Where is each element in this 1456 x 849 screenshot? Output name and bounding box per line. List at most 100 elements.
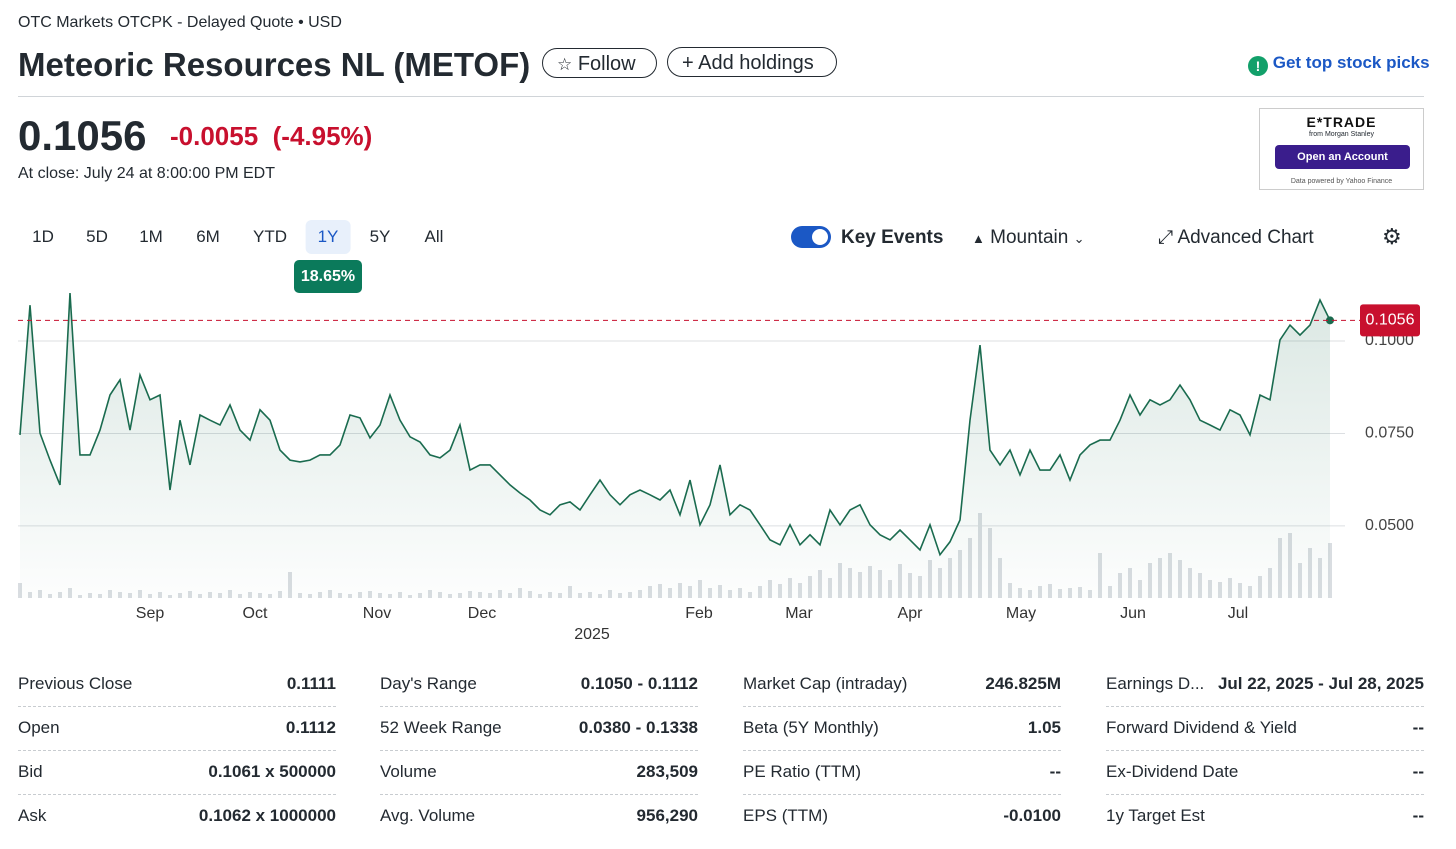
x-tick-label: Oct: [243, 605, 268, 622]
stat-row: Ex-Dividend Date --: [1106, 751, 1424, 795]
stat-value: 0.1111: [286, 674, 336, 693]
ad-sub: from Morgan Stanley: [1309, 131, 1374, 138]
top-picks-label: Get top stock picks: [1272, 53, 1430, 72]
stat-value: Jul 22, 2025 - Jul 28, 2025: [1217, 674, 1424, 693]
title: Meteoric Resources NL (METOF): [18, 46, 531, 83]
stat-row: Beta (5Y Monthly) 1.05: [743, 707, 1061, 751]
range-button[interactable]: 5D: [86, 227, 108, 246]
top-picks-link[interactable]: ! Get top stock picks: [1248, 53, 1430, 76]
ad-box[interactable]: E*TRADE from Morgan Stanley Open an Acco…: [1259, 108, 1424, 190]
stat-value: 0.1050 - 0.1112: [580, 674, 698, 693]
x-tick-label: Feb: [685, 605, 713, 622]
exchange: OTC Markets OTCPK - Delayed Quote • USD: [18, 14, 342, 31]
stat-row: Avg. Volume 956,290: [380, 795, 698, 839]
stat-value: 1.05: [1027, 718, 1061, 737]
x-year-label: 2025: [574, 626, 610, 643]
range-button[interactable]: 1D: [32, 227, 54, 246]
stat-value: 0.1061 x 500000: [208, 762, 336, 781]
stat-label: EPS (TTM): [743, 806, 828, 825]
add-holdings-label: Add holdings: [698, 52, 814, 74]
stat-label: Forward Dividend & Yield: [1106, 718, 1297, 737]
chart: 0.0500 0.0750 0.1000 Sep Oct Nov Dec Feb Mar Apr M…: [18, 292, 1420, 643]
y-tick-label: 0.0750: [1365, 425, 1414, 442]
stat-label: Beta (5Y Monthly): [743, 718, 879, 737]
last-point: [1326, 316, 1334, 325]
follow-button[interactable]: ☆ Follow: [542, 48, 657, 78]
stat-row: PE Ratio (TTM) --: [743, 751, 1061, 795]
settings-icon[interactable]: ⚙: [1382, 224, 1402, 249]
stat-label: 52 Week Range: [380, 718, 502, 737]
range-button[interactable]: 1M: [139, 227, 163, 246]
stat-label: Open: [18, 718, 60, 737]
stat-label: Avg. Volume: [380, 806, 476, 825]
stat-label: Ex-Dividend Date: [1106, 762, 1239, 781]
stat-value: 283,509: [636, 762, 698, 781]
stat-label: Previous Close: [18, 674, 133, 693]
stat-row: Open 0.1112: [18, 707, 336, 751]
stat-value: 0.0380 - 0.1338: [578, 718, 698, 737]
stat-row: Forward Dividend & Yield --: [1106, 707, 1424, 751]
y-tick-label: 0.0500: [1365, 517, 1414, 534]
chart-type-menu[interactable]: ▲ Mountain ⌄: [972, 227, 1085, 248]
price: 0.1056: [18, 112, 147, 159]
add-holdings-button[interactable]: + Add holdings: [667, 47, 837, 77]
price-line: [19, 292, 1331, 557]
stat-value: --: [1412, 718, 1424, 737]
x-tick-label: Jun: [1120, 605, 1146, 622]
stat-value: -0.0100: [1003, 806, 1061, 825]
stat-label: 1y Target Est: [1106, 806, 1205, 825]
x-tick-label: Nov: [363, 605, 391, 622]
stat-value: 956,290: [636, 806, 698, 825]
stat-value: --: [1412, 806, 1424, 825]
divider: [18, 96, 1424, 97]
key-events-toggle[interactable]: [791, 226, 831, 248]
stat-value: 246.825M: [985, 674, 1061, 693]
range-button[interactable]: 5Y: [369, 227, 391, 246]
stat-row: Day's Range 0.1050 - 0.1112: [380, 663, 698, 707]
y-tick-label: 0.1000: [1365, 332, 1414, 349]
x-tick-label: Mar: [785, 605, 813, 622]
stat-row: Earnings D... Jul 22, 2025 - Jul 28, 2025: [1106, 663, 1424, 707]
stat-label: Day's Range: [380, 674, 477, 693]
stat-row: Ask 0.1062 x 1000000: [18, 795, 336, 839]
last-price-tag: [1360, 304, 1420, 337]
change-value: -0.0055: [170, 121, 259, 151]
chart-type-label: Mountain: [990, 227, 1069, 248]
last-price-label: 0.1056: [1366, 312, 1415, 329]
stat-value: --: [1049, 762, 1061, 781]
ad-cta[interactable]: Open an Account: [1275, 145, 1410, 169]
stat-row: Bid 0.1061 x 500000: [18, 751, 336, 795]
area-fill: [20, 293, 1330, 598]
x-tick-label: Sep: [136, 605, 165, 622]
ad-note: Data powered by Yahoo Finance: [1290, 178, 1393, 185]
range-button[interactable]: 6M: [196, 227, 220, 246]
advanced-chart-label: Advanced Chart: [1177, 227, 1314, 248]
key-events-label[interactable]: Key Events: [841, 227, 944, 248]
follow-label: Follow: [577, 53, 636, 75]
stat-row: EPS (TTM) -0.0100: [743, 795, 1061, 839]
advanced-chart-link[interactable]: ⤢ Advanced Chart: [1158, 227, 1314, 248]
stat-value: 0.1112: [285, 718, 336, 737]
range-button[interactable]: YTD: [253, 227, 287, 246]
x-tick-label: May: [1006, 605, 1036, 622]
stat-label: Earnings D...: [1106, 674, 1205, 693]
ad-brand: E*TRADE: [1306, 114, 1377, 130]
x-tick-label: Apr: [898, 605, 924, 622]
stat-row: Market Cap (intraday) 246.825M: [743, 663, 1061, 707]
stat-label: Volume: [380, 762, 437, 781]
x-tick-label: Jul: [1228, 605, 1248, 622]
stat-label: Bid: [18, 762, 43, 781]
stat-label: PE Ratio (TTM): [743, 762, 862, 781]
change: -0.0055 (-4.95%): [170, 121, 372, 152]
range-button[interactable]: All: [424, 227, 444, 246]
close-time: At close: July 24 at 8:00:00 PM EDT: [18, 165, 276, 182]
x-tick-label: Dec: [468, 605, 496, 622]
range-button[interactable]: 1Y: [305, 220, 351, 254]
stat-label: Market Cap (intraday): [743, 674, 908, 693]
stat-value: 0.1062 x 1000000: [198, 806, 336, 825]
stat-row: 1y Target Est --: [1106, 795, 1424, 839]
stat-row: Previous Close 0.1111: [18, 663, 336, 707]
range-change-badge: 18.65%: [294, 260, 362, 293]
stat-row: Volume 283,509: [380, 751, 698, 795]
